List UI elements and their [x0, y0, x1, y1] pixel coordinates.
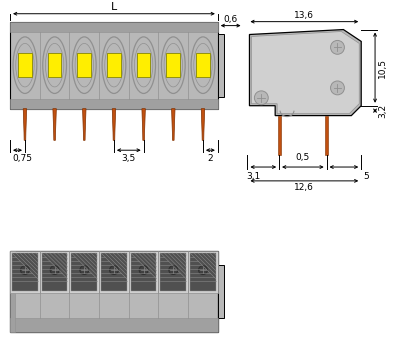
Bar [10, 99, 218, 109]
Bar [278, 116, 281, 155]
Text: 10,5: 10,5 [378, 58, 387, 78]
Polygon shape [250, 29, 361, 116]
Ellipse shape [191, 37, 215, 93]
Text: 2: 2 [208, 154, 213, 163]
Ellipse shape [43, 37, 66, 93]
Bar [188, 251, 218, 293]
Bar [190, 253, 216, 291]
Circle shape [330, 81, 344, 95]
Bar [78, 53, 91, 77]
Ellipse shape [46, 43, 64, 87]
Bar [218, 265, 224, 318]
Bar [70, 251, 99, 293]
Bar [196, 53, 210, 77]
Circle shape [50, 266, 59, 274]
Circle shape [139, 266, 148, 274]
Ellipse shape [164, 43, 182, 87]
Circle shape [80, 266, 89, 274]
Text: L: L [111, 2, 117, 12]
Ellipse shape [132, 37, 156, 93]
Circle shape [330, 41, 344, 54]
Bar [131, 253, 156, 291]
Ellipse shape [134, 43, 153, 87]
Polygon shape [53, 109, 56, 140]
Bar [10, 251, 15, 332]
Bar [72, 253, 97, 291]
Text: 0,6: 0,6 [224, 15, 238, 23]
Circle shape [169, 266, 178, 274]
Ellipse shape [75, 43, 94, 87]
Polygon shape [23, 109, 27, 140]
Text: 3,1: 3,1 [246, 172, 261, 181]
Ellipse shape [13, 37, 37, 93]
Bar [99, 251, 129, 293]
Bar [129, 251, 158, 293]
Ellipse shape [194, 43, 212, 87]
Bar [218, 34, 224, 97]
Polygon shape [112, 109, 116, 140]
Bar [10, 251, 218, 332]
Polygon shape [172, 109, 175, 140]
Bar [10, 318, 218, 332]
Ellipse shape [16, 43, 34, 87]
Bar [158, 251, 188, 293]
Bar [10, 22, 218, 32]
Bar [10, 22, 218, 109]
Polygon shape [201, 109, 205, 140]
Bar [18, 53, 32, 77]
Text: 3,2: 3,2 [378, 104, 387, 118]
Bar [40, 251, 70, 293]
Bar [48, 53, 62, 77]
Polygon shape [142, 109, 145, 140]
Text: 13,6: 13,6 [294, 10, 314, 20]
Bar [325, 116, 328, 155]
Circle shape [198, 266, 208, 274]
Text: 0,5: 0,5 [296, 153, 310, 162]
Circle shape [110, 266, 118, 274]
Text: 12,6: 12,6 [294, 183, 314, 192]
Ellipse shape [162, 37, 185, 93]
Circle shape [20, 266, 29, 274]
Bar [137, 53, 150, 77]
Circle shape [254, 91, 268, 105]
Polygon shape [82, 109, 86, 140]
Ellipse shape [105, 43, 123, 87]
Ellipse shape [72, 37, 96, 93]
Text: 0,75: 0,75 [12, 154, 32, 163]
Bar [160, 253, 186, 291]
Ellipse shape [102, 37, 126, 93]
Text: 3,5: 3,5 [122, 154, 136, 163]
Bar [166, 53, 180, 77]
Bar [107, 53, 121, 77]
Bar [101, 253, 127, 291]
Bar [12, 253, 38, 291]
Bar [10, 251, 40, 293]
Text: 5: 5 [363, 172, 369, 181]
Polygon shape [252, 32, 359, 114]
Bar [42, 253, 68, 291]
